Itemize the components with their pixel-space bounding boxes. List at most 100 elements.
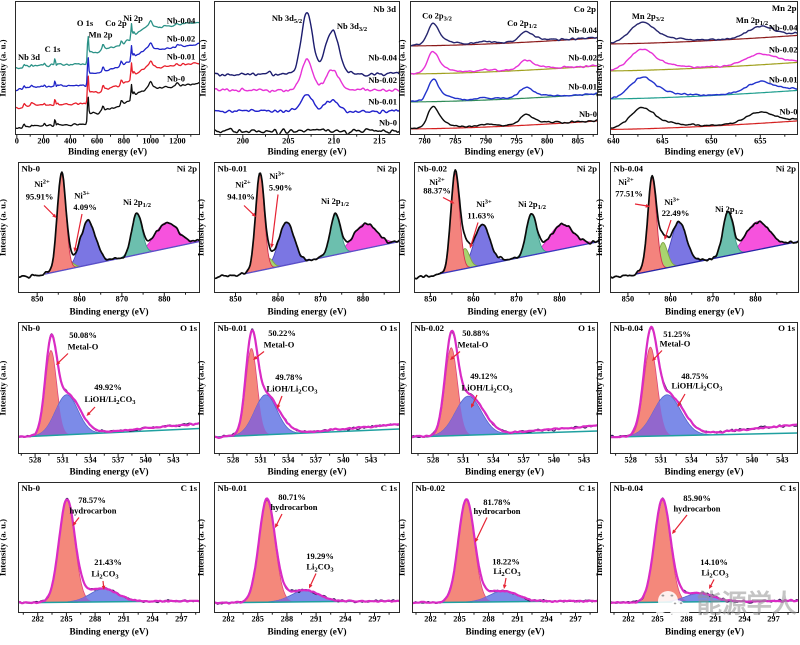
svg-text:80.71%: 80.71% [278,492,306,502]
svg-text:C 1s: C 1s [780,483,797,493]
svg-text:Binding energy (eV): Binding energy (eV) [267,147,346,157]
svg-text:Ni3+: Ni3+ [269,171,285,182]
svg-text:800: 800 [541,137,553,146]
svg-text:hydrocarbon: hydrocarbon [473,506,520,516]
svg-text:Binding energy (eV): Binding energy (eV) [267,467,346,477]
svg-text:Nb-0.04: Nb-0.04 [769,23,798,33]
svg-text:Li2CO3: Li2CO3 [91,569,119,581]
svg-text:50.88%: 50.88% [462,328,490,338]
svg-text:Nb-0.02: Nb-0.02 [416,483,446,493]
svg-text:870: 870 [314,295,326,304]
svg-text:528: 528 [29,456,41,465]
svg-text:Ni 2p: Ni 2p [123,13,143,23]
svg-text:282: 282 [222,615,234,624]
svg-text:Ni3+: Ni3+ [74,190,90,201]
svg-text:49.92%: 49.92% [94,382,122,392]
svg-text:640: 640 [607,137,619,146]
svg-text:Ni2+: Ni2+ [429,177,445,188]
svg-text:870: 870 [116,295,128,304]
svg-text:C 1s: C 1s [45,44,62,54]
svg-text:200: 200 [37,137,49,146]
svg-text:294: 294 [146,615,158,624]
svg-text:860: 860 [73,295,85,304]
svg-text:534: 534 [487,456,499,465]
svg-text:Ni 2p: Ni 2p [776,164,796,174]
svg-text:C 1s: C 1s [579,483,596,493]
svg-text:Intensity (a. u.): Intensity (a. u.) [0,39,8,96]
svg-text:Nb-0.01: Nb-0.01 [218,483,248,493]
svg-text:Binding energy (eV): Binding energy (eV) [465,467,544,477]
svg-text:Binding energy (eV): Binding energy (eV) [664,467,743,477]
svg-text:Nb-0.01: Nb-0.01 [167,52,196,62]
svg-text:Binding energy (eV): Binding energy (eV) [68,147,147,157]
svg-text:540: 540 [337,456,349,465]
svg-text:Intensity (a. u.): Intensity (a. u.) [594,39,604,96]
svg-text:294: 294 [738,615,750,624]
svg-text:537: 537 [517,456,529,465]
svg-text:655: 655 [754,137,766,146]
svg-text:291: 291 [709,615,721,624]
svg-text:870: 870 [707,295,719,304]
svg-text:Binding energy (eV): Binding energy (eV) [464,147,543,157]
svg-text:645: 645 [656,137,668,146]
svg-text:88.37%: 88.37% [423,186,451,196]
svg-text:50.08%: 50.08% [69,330,97,340]
svg-text:543: 543 [776,456,788,465]
svg-text:288: 288 [281,615,293,624]
svg-text:534: 534 [685,456,697,465]
svg-text:Nb-0.04: Nb-0.04 [167,16,196,26]
svg-text:Nb-0.01: Nb-0.01 [568,82,597,92]
svg-text:22.49%: 22.49% [662,208,690,218]
svg-text:805: 805 [572,137,584,146]
svg-text:Binding energy (eV): Binding energy (eV) [665,307,744,317]
svg-text:Nb-0: Nb-0 [780,107,798,117]
svg-text:Nb-0.04: Nb-0.04 [368,53,397,63]
svg-text:LiOH/Li2CO3: LiOH/Li2CO3 [462,383,514,395]
svg-text:Nb-0.02: Nb-0.02 [769,45,798,55]
svg-text:795: 795 [510,137,522,146]
svg-text:Nb-0.02: Nb-0.02 [167,34,196,44]
svg-text:Metal-O: Metal-O [264,340,295,350]
svg-text:Binding energy (eV): Binding energy (eV) [69,627,148,637]
svg-text:288: 288 [89,615,101,624]
svg-text:543: 543 [167,456,179,465]
svg-text:Intensity (a. u.): Intensity (a. u.) [594,519,604,576]
svg-text:297: 297 [368,615,380,624]
svg-text:285: 285 [60,615,72,624]
svg-text:537: 537 [715,456,727,465]
svg-text:51.25%: 51.25% [663,329,691,339]
svg-text:Li2CO3: Li2CO3 [493,566,521,578]
svg-text:Nb-0.04: Nb-0.04 [614,483,644,493]
svg-text:850: 850 [424,295,436,304]
svg-text:200: 200 [237,137,249,146]
svg-text:Intensity (a.u.): Intensity (a.u.) [196,360,206,415]
svg-text:860: 860 [664,295,676,304]
svg-text:C 1s: C 1s [181,483,198,493]
svg-text:Metal-O: Metal-O [458,340,489,350]
svg-text:534: 534 [282,456,294,465]
svg-text:81.78%: 81.78% [483,497,511,507]
svg-text:537: 537 [310,456,322,465]
svg-text:Ni 2p: Ni 2p [577,164,597,174]
svg-text:Nb-0.02: Nb-0.02 [418,164,448,174]
svg-text:hydrocarbon: hydrocarbon [69,506,116,516]
svg-text:Li2CO3: Li2CO3 [701,568,729,580]
svg-text:880: 880 [749,295,761,304]
svg-text:Nb 3d: Nb 3d [373,4,396,14]
svg-text:Nb-0: Nb-0 [579,109,597,119]
svg-text:528: 528 [227,456,239,465]
svg-text:531: 531 [57,456,69,465]
svg-text:94.10%: 94.10% [227,192,255,202]
svg-text:534: 534 [84,456,96,465]
svg-text:531: 531 [655,456,667,465]
svg-text:O 1s: O 1s [578,323,595,333]
svg-text:Intensity (a. u.): Intensity (a. u.) [594,199,604,256]
svg-text:Intensity (a. u.): Intensity (a. u.) [196,199,206,256]
svg-text:288: 288 [680,615,692,624]
svg-text:880: 880 [158,295,170,304]
svg-text:Nb-0.01: Nb-0.01 [368,97,397,107]
svg-text:O 1s: O 1s [77,18,94,28]
svg-text:1200: 1200 [169,137,186,146]
svg-text:Intensity (a. u.): Intensity (a. u.) [397,519,407,576]
svg-text:Ni 2p: Ni 2p [377,164,397,174]
